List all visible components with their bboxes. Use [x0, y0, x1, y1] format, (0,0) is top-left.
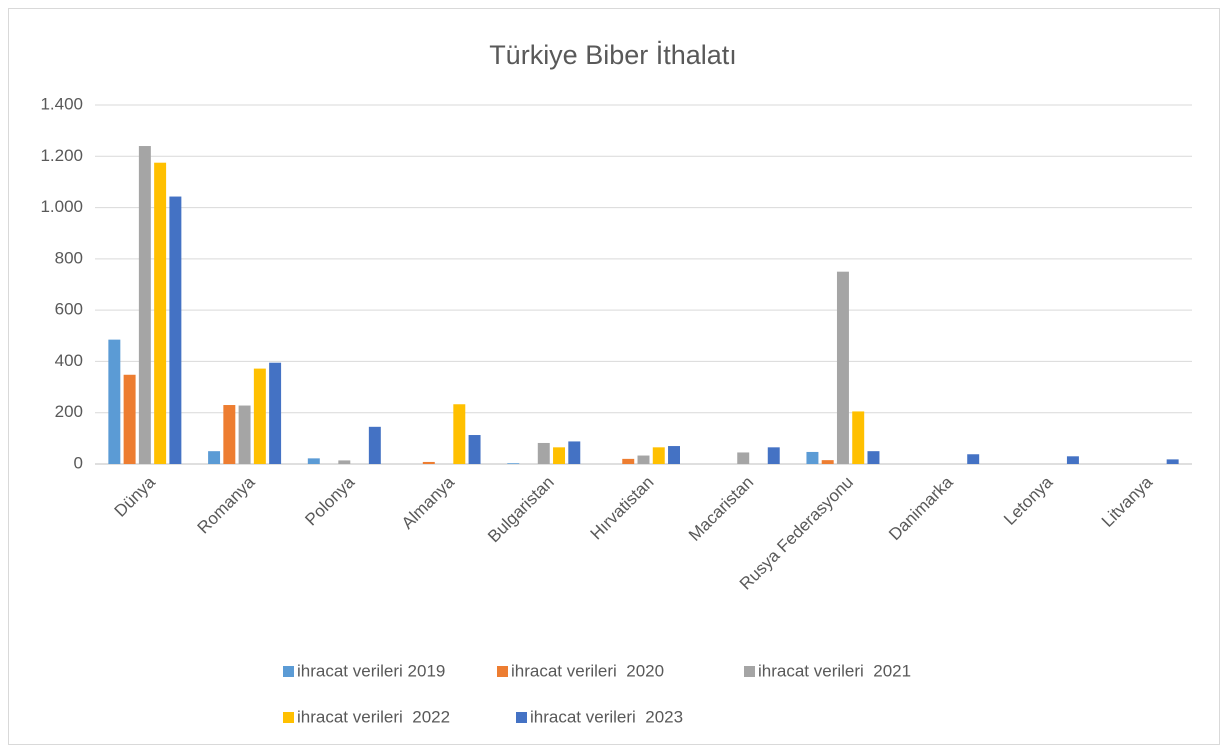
bar	[269, 362, 282, 464]
bar	[622, 458, 635, 464]
y-tick-label: 600	[55, 300, 83, 319]
bar	[108, 339, 121, 464]
y-tick-label: 0	[74, 453, 83, 472]
y-tick-label: 1.200	[40, 146, 83, 165]
legend-label: ihracat verileri 2022	[297, 707, 450, 726]
bar	[821, 460, 834, 464]
bar	[253, 368, 266, 464]
bar	[338, 460, 351, 464]
bar	[223, 405, 236, 464]
y-tick-label: 800	[55, 248, 83, 267]
bar	[169, 196, 182, 465]
bar	[737, 452, 750, 464]
y-tick-label: 200	[55, 402, 83, 421]
bar	[867, 451, 880, 464]
bar	[1066, 456, 1079, 464]
legend-swatch	[497, 666, 508, 677]
y-tick-label: 400	[55, 351, 83, 370]
bar	[836, 271, 849, 464]
legend-swatch	[516, 712, 527, 723]
bar	[637, 455, 650, 464]
bar	[368, 426, 381, 464]
bar	[422, 461, 435, 464]
bar	[123, 374, 136, 464]
legend-label: ihracat verileri 2023	[530, 707, 683, 726]
y-tick-label: 1.400	[40, 94, 83, 113]
bar	[468, 435, 481, 464]
bar	[652, 447, 665, 464]
bar	[553, 447, 566, 464]
bar	[1166, 459, 1179, 464]
bar	[238, 405, 251, 464]
y-tick-label: 1.000	[40, 197, 83, 216]
legend-label: ihracat verileri 2019	[297, 661, 445, 680]
legend-label: ihracat verileri 2021	[758, 661, 911, 680]
legend-swatch	[283, 666, 294, 677]
bar	[806, 451, 819, 464]
bar	[453, 404, 466, 464]
bar	[967, 454, 980, 464]
legend-swatch	[744, 666, 755, 677]
bar	[307, 458, 320, 464]
bar	[138, 146, 151, 464]
chart-title: Türkiye Biber İthalatı	[489, 39, 737, 70]
bar	[668, 446, 681, 464]
legend-label: ihracat verileri 2020	[511, 661, 664, 680]
bar	[568, 441, 581, 464]
bar	[154, 162, 167, 465]
bar	[507, 463, 520, 464]
bar	[537, 442, 550, 464]
bar	[767, 447, 780, 464]
legend-swatch	[283, 712, 294, 723]
chart-border	[8, 8, 1220, 745]
bar	[208, 451, 221, 464]
bar	[852, 411, 865, 464]
